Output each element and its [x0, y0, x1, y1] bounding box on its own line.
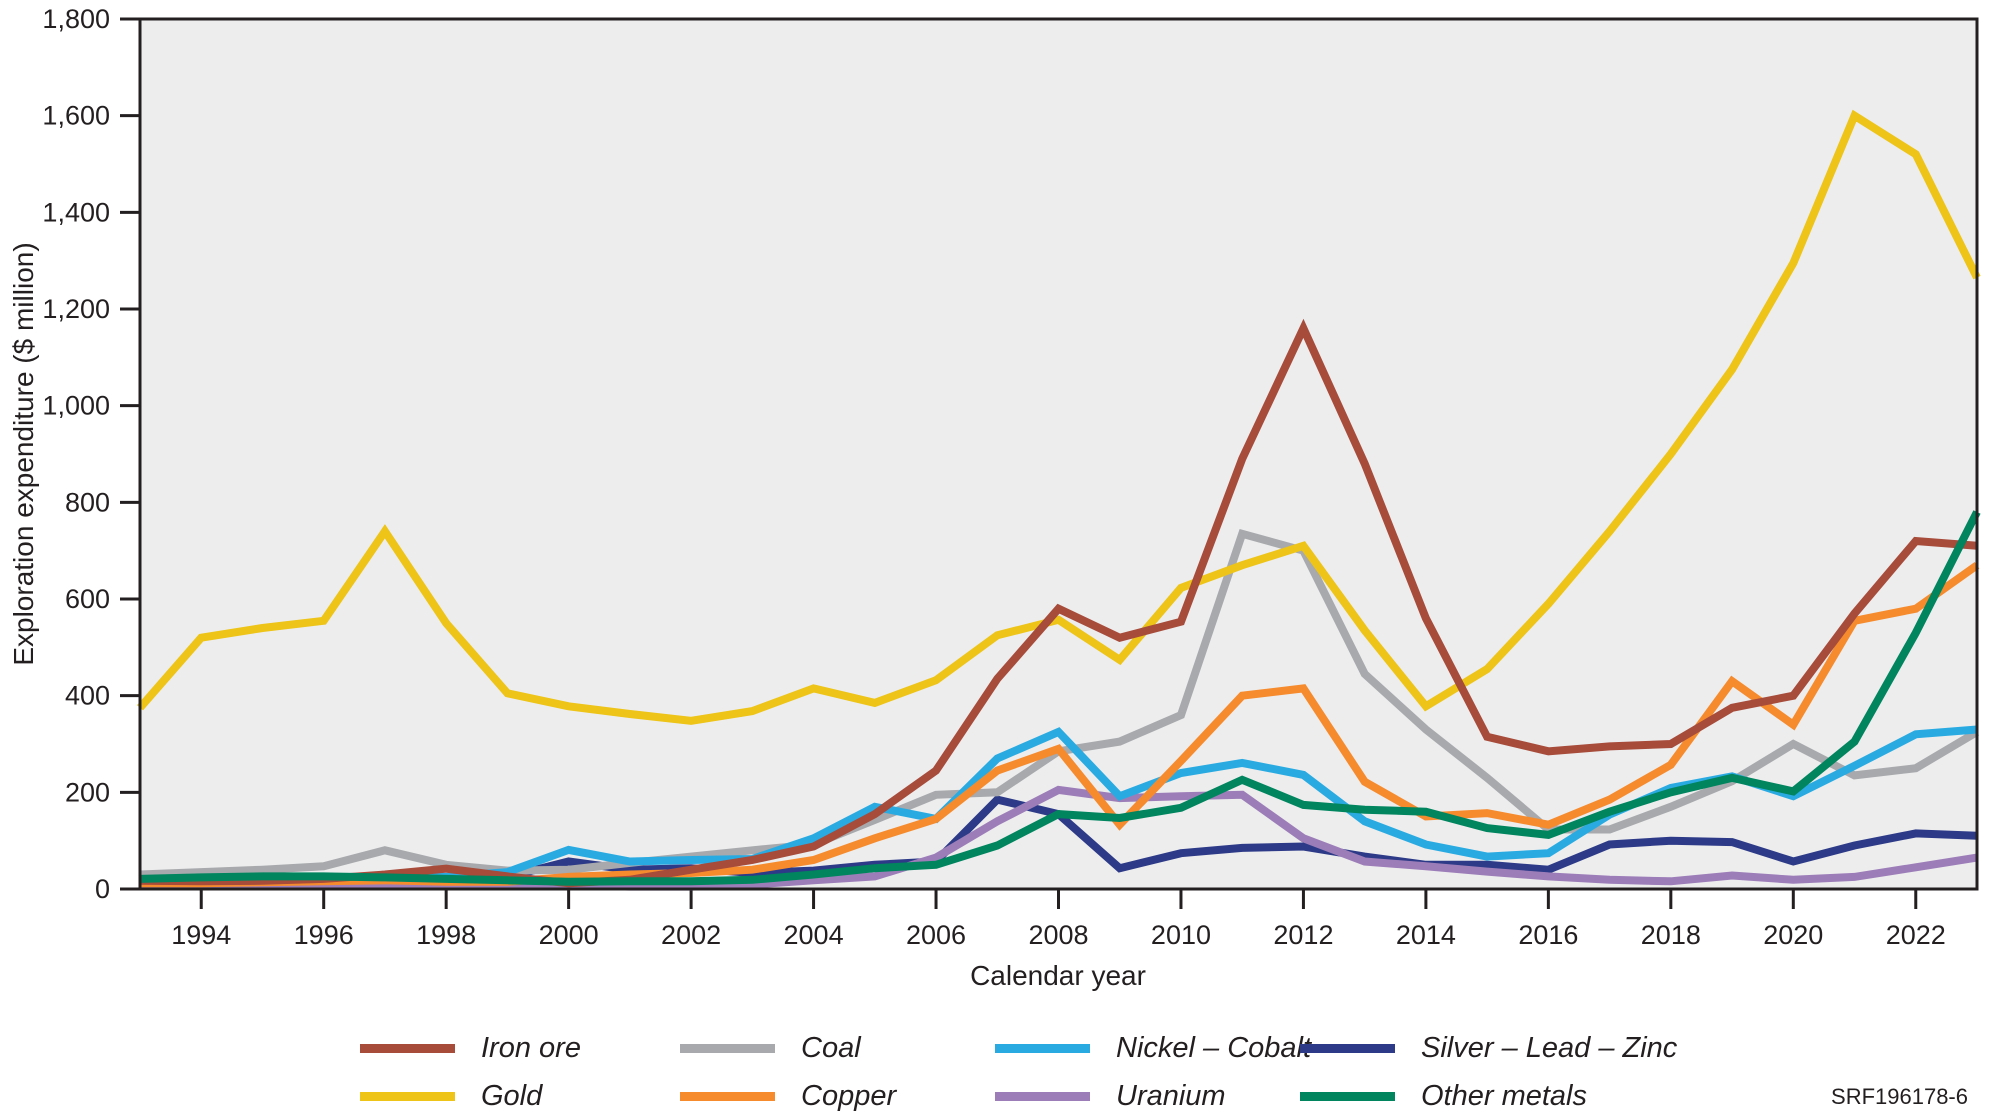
x-tick-label: 2010 [1151, 920, 1211, 950]
x-tick-label: 2000 [539, 920, 599, 950]
legend-label: Gold [481, 1080, 543, 1112]
legend-swatch-icon [680, 1092, 775, 1101]
x-axis-title: Calendar year [970, 960, 1146, 991]
x-tick-label: 2018 [1641, 920, 1701, 950]
y-tick-label: 1,000 [42, 391, 110, 421]
x-tick-label: 2012 [1273, 920, 1333, 950]
x-tick-label: 1996 [294, 920, 354, 950]
legend-swatch-icon [995, 1092, 1090, 1101]
line-chart: 0 200 400 600 800 1,000 1,200 1,400 1,600 1,800 19… [42, 4, 1981, 950]
legend-item: Coal [680, 1032, 861, 1065]
legend-item: Other metals [1300, 1080, 1587, 1112]
legend-label: Silver – Lead – Zinc [1421, 1032, 1678, 1064]
legend-item: Iron ore [360, 1032, 581, 1065]
y-tick-label: 400 [65, 681, 110, 711]
legend-item: Copper [680, 1080, 896, 1112]
x-tick-label: 2006 [906, 920, 966, 950]
legend-swatch-icon [1300, 1044, 1395, 1053]
plot-border [138, 17, 1979, 891]
legend-swatch-icon [995, 1044, 1090, 1053]
legend-label: Nickel – Cobalt [1116, 1032, 1312, 1064]
x-tick-label: 2008 [1028, 920, 1088, 950]
x-tick-label: 1998 [416, 920, 476, 950]
legend-item: Nickel – Cobalt [995, 1032, 1311, 1065]
legend-swatch-icon [360, 1044, 455, 1053]
legend-label: Uranium [1116, 1080, 1226, 1112]
y-tick-label: 0 [95, 874, 110, 904]
y-tick-label: 800 [65, 487, 110, 517]
legend-swatch-icon [1300, 1092, 1395, 1101]
legend-label: Copper [801, 1080, 897, 1112]
x-tick-label: 2002 [661, 920, 721, 950]
figure-reference-code: SRF196178-6 [1831, 1084, 1968, 1109]
x-tick-label: 2022 [1886, 920, 1946, 950]
x-tick-label: 2020 [1763, 920, 1823, 950]
x-tick-label: 2014 [1396, 920, 1456, 950]
legend-swatch-icon [360, 1092, 455, 1101]
legend-label: Iron ore [481, 1032, 581, 1064]
series-line-gold [136, 109, 1981, 725]
series-line-iron-ore [139, 318, 1978, 888]
series-line-other-metals [139, 510, 1981, 886]
y-tick-label: 1,600 [42, 101, 110, 131]
plot-background [140, 19, 1977, 889]
legend-item: Uranium [995, 1080, 1226, 1112]
x-tick-label: 1994 [171, 920, 231, 950]
y-tick-label: 1,800 [42, 4, 110, 34]
y-axis-title: Exploration expenditure ($ million) [8, 242, 39, 666]
y-tick-label: 1,200 [42, 294, 110, 324]
y-tick-label: 200 [65, 777, 110, 807]
legend-label: Other metals [1421, 1080, 1587, 1112]
x-tick-label: 2016 [1518, 920, 1578, 950]
legend-label: Coal [801, 1032, 861, 1064]
y-tick-label: 600 [65, 584, 110, 614]
y-tick-label: 1,400 [42, 197, 110, 227]
legend-item: Silver – Lead – Zinc [1300, 1032, 1677, 1065]
legend-item: Gold [360, 1080, 542, 1112]
x-tick-label: 2004 [784, 920, 844, 950]
legend-swatch-icon [680, 1044, 775, 1053]
